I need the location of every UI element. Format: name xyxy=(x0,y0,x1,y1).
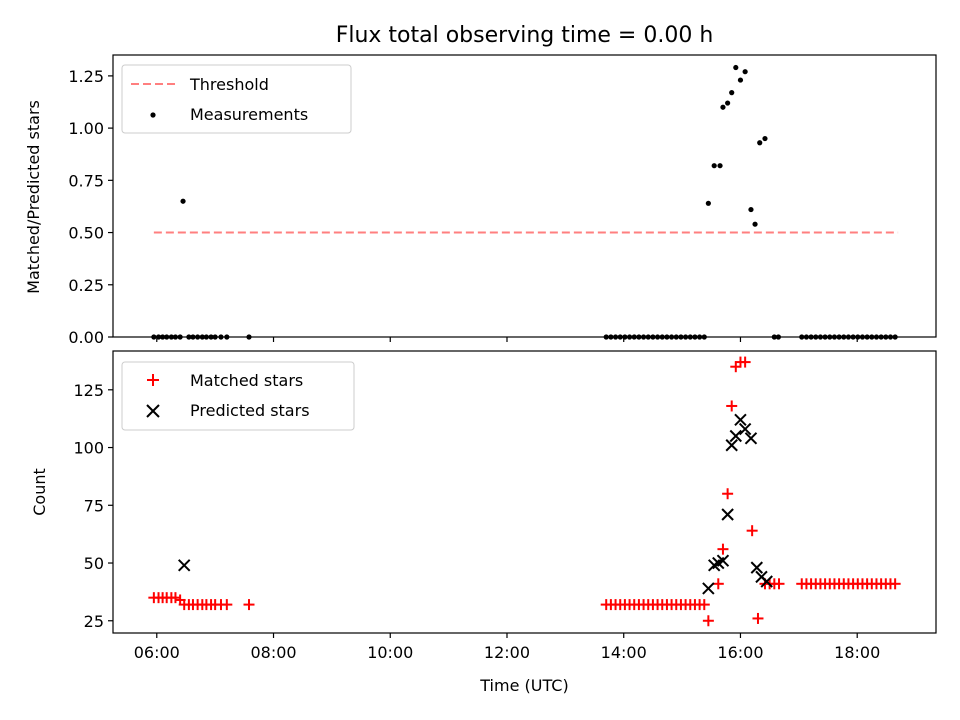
x-axis-label: Time (UTC) xyxy=(479,676,568,695)
legend-predicted-swatch xyxy=(146,404,160,418)
top-y-tick-label: 0.50 xyxy=(68,224,104,243)
matched-star-point xyxy=(702,615,714,627)
top-axes-frame xyxy=(112,54,937,338)
bottom-axes xyxy=(148,356,901,627)
measurement-point xyxy=(742,69,748,75)
top-y-axis-label: Matched/Predicted stars xyxy=(24,100,43,294)
measurement-point xyxy=(705,200,711,206)
legend-predicted-label: Predicted stars xyxy=(190,401,310,420)
x-tick-label: 14:00 xyxy=(601,643,647,662)
top-y-tick-label: 1.00 xyxy=(68,119,104,138)
measurement-point xyxy=(737,77,744,83)
x-tick-label: 06:00 xyxy=(134,643,180,662)
matched-star-point xyxy=(717,543,729,555)
bottom-y-axis-label: Count xyxy=(30,468,49,516)
bottom-y-tick-label: 25 xyxy=(84,612,104,631)
predicted-star-point xyxy=(734,413,747,427)
matched-star-point xyxy=(722,488,734,500)
x-tick-label: 10:00 xyxy=(367,643,413,662)
legend-matched-label: Matched stars xyxy=(190,371,303,390)
matched-star-point xyxy=(169,592,181,604)
matched-star-point xyxy=(739,356,751,368)
measurement-point xyxy=(717,163,723,169)
top-y-tick-label: 0.75 xyxy=(68,171,104,190)
top-legend-frame xyxy=(121,64,352,134)
matched-star-point xyxy=(712,578,724,590)
chart-title: Flux total observing time = 0.00 h xyxy=(336,23,714,48)
bottom-y-tick-label: 50 xyxy=(84,554,104,573)
x-tick-label: 18:00 xyxy=(834,643,880,662)
measurement-point xyxy=(180,198,186,204)
predicted-star-point xyxy=(760,575,773,588)
legend-measurements-label: Measurements xyxy=(190,105,308,124)
measurement-point xyxy=(729,90,735,96)
bottom-legend-frame xyxy=(121,361,355,431)
matched-star-point xyxy=(243,599,255,611)
measurement-point xyxy=(762,135,768,142)
top-legend: Threshold Measurements xyxy=(121,64,352,134)
predicted-star-point xyxy=(702,582,715,595)
x-tick-label: 16:00 xyxy=(717,643,763,662)
top-y-tick-label: 0.25 xyxy=(68,276,104,295)
bottom-y-tick-label: 100 xyxy=(73,439,104,458)
predicted-star-point xyxy=(744,432,758,445)
measurement-point xyxy=(748,206,754,213)
legend-measurements-swatch xyxy=(150,112,156,118)
measurement-point xyxy=(757,140,763,146)
matched-star-point xyxy=(746,525,758,537)
legend-threshold-label: Threshold xyxy=(189,75,269,94)
measurement-point xyxy=(733,64,739,71)
axes-frames: 0.00 0.25 0.50 0.75 1.00 1.25 25 50 75 100 125 06:0… xyxy=(68,54,937,662)
bottom-axes-frame xyxy=(112,350,937,634)
predicted-star-point xyxy=(721,508,734,521)
top-y-tick-label: 0.00 xyxy=(68,328,104,347)
legend-matched-swatch xyxy=(147,374,159,386)
matched-star-point xyxy=(889,578,901,590)
matched-star-point xyxy=(221,599,233,611)
measurement-point xyxy=(752,221,758,227)
measurement-point xyxy=(711,163,717,169)
matched-star-point xyxy=(726,400,738,412)
bottom-y-tick-label: 125 xyxy=(73,381,104,400)
bottom-y-tick-label: 75 xyxy=(84,496,104,515)
predicted-star-point xyxy=(738,422,752,436)
x-tick-label: 12:00 xyxy=(484,643,530,662)
measurement-point xyxy=(720,104,726,110)
predicted-star-point xyxy=(725,439,738,452)
predicted-star-point xyxy=(750,561,764,574)
chart-text: Flux total observing time = 0.00 h Match… xyxy=(24,23,713,695)
predicted-star-point xyxy=(716,554,730,567)
top-y-tick-label: 1.25 xyxy=(68,67,104,86)
matched-star-point xyxy=(773,578,785,590)
measurement-point xyxy=(725,100,731,106)
predicted-star-point xyxy=(729,429,743,443)
matched-star-point xyxy=(698,599,710,611)
bottom-legend: Matched stars Predicted stars xyxy=(121,361,355,431)
matched-star-point xyxy=(752,612,764,624)
predicted-star-point xyxy=(178,559,191,572)
x-tick-label: 08:00 xyxy=(250,643,296,662)
